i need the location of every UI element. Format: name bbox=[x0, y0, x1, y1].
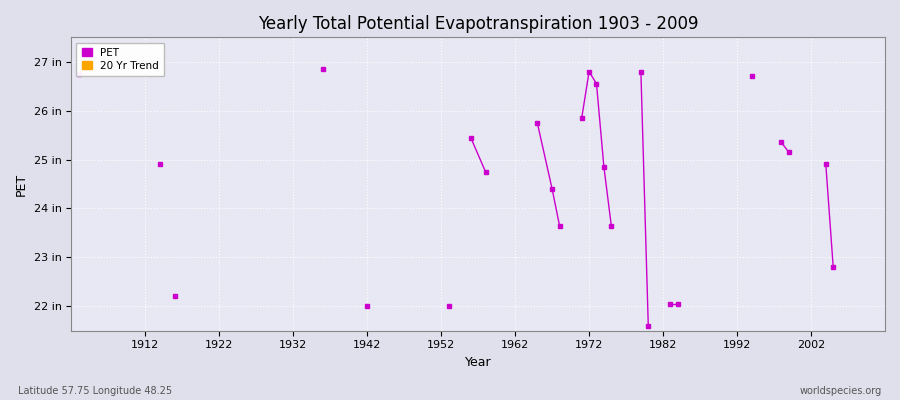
Text: Latitude 57.75 Longitude 48.25: Latitude 57.75 Longitude 48.25 bbox=[18, 386, 172, 396]
Legend: PET, 20 Yr Trend: PET, 20 Yr Trend bbox=[76, 42, 165, 76]
X-axis label: Year: Year bbox=[464, 356, 491, 369]
Text: worldspecies.org: worldspecies.org bbox=[800, 386, 882, 396]
Y-axis label: PET: PET bbox=[15, 172, 28, 196]
Title: Yearly Total Potential Evapotranspiration 1903 - 2009: Yearly Total Potential Evapotranspiratio… bbox=[258, 15, 698, 33]
